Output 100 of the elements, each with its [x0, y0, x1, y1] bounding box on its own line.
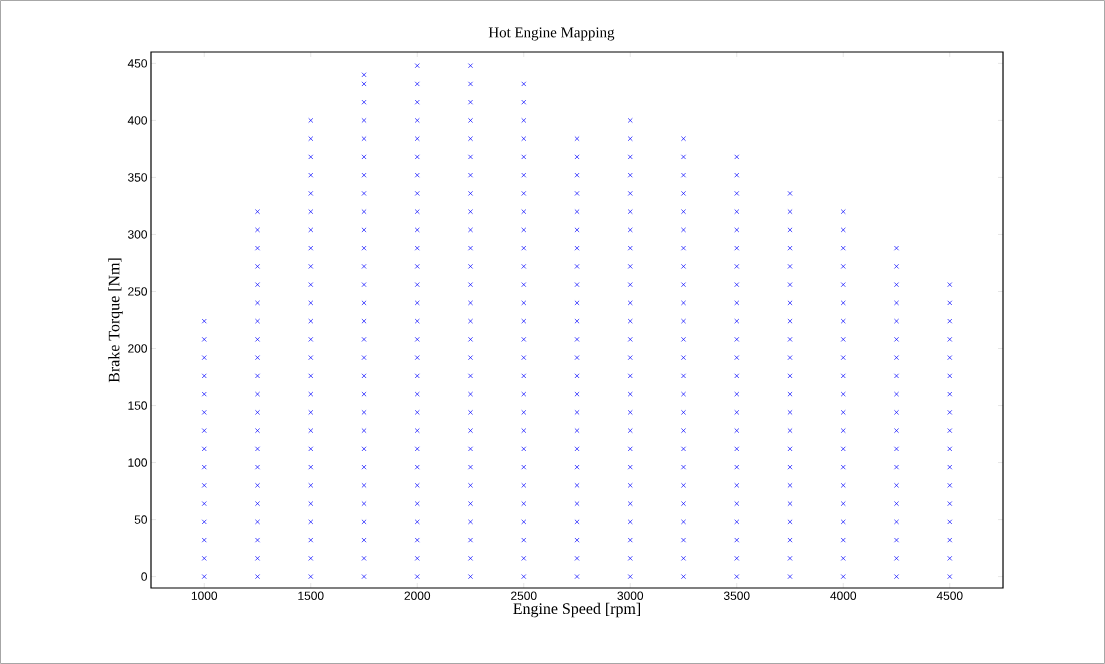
- point: [468, 81, 473, 87]
- point: [894, 519, 899, 525]
- point: [414, 63, 420, 69]
- point: [894, 391, 899, 397]
- point: [521, 172, 527, 178]
- point: [201, 555, 207, 561]
- point: [681, 537, 686, 543]
- point: [361, 136, 367, 142]
- point: [414, 574, 420, 580]
- point: [468, 555, 473, 561]
- point: [308, 245, 314, 251]
- point: [308, 482, 314, 488]
- point: [468, 282, 473, 288]
- point: [521, 263, 527, 269]
- point: [255, 245, 260, 251]
- point: [734, 373, 740, 379]
- point: [308, 282, 314, 288]
- point: [361, 282, 367, 288]
- point: [787, 409, 793, 415]
- point: [787, 519, 793, 525]
- y-tick-label: 50: [134, 515, 148, 524]
- point: [361, 245, 367, 251]
- point: [947, 537, 953, 543]
- point: [468, 63, 473, 69]
- point: [894, 409, 899, 415]
- point: [201, 482, 207, 488]
- point: [681, 464, 686, 470]
- point: [255, 227, 260, 233]
- point: [521, 300, 527, 306]
- point: [627, 117, 633, 123]
- point: [787, 446, 793, 452]
- point: [255, 537, 260, 543]
- point: [574, 464, 580, 470]
- point: [894, 336, 899, 342]
- point: [521, 245, 527, 251]
- point: [947, 446, 953, 452]
- point: [734, 391, 740, 397]
- point: [734, 555, 740, 561]
- point: [255, 209, 260, 215]
- point: [361, 409, 367, 415]
- point: [308, 190, 314, 196]
- point: [734, 537, 740, 543]
- point: [414, 245, 420, 251]
- point: [627, 555, 633, 561]
- point: [308, 172, 314, 178]
- point: [255, 355, 260, 361]
- point: [787, 574, 793, 580]
- point: [681, 227, 686, 233]
- point: [414, 409, 420, 415]
- point: [308, 355, 314, 361]
- point: [468, 300, 473, 306]
- point: [681, 519, 686, 525]
- point: [681, 172, 686, 178]
- point: [574, 555, 580, 561]
- point: [361, 555, 367, 561]
- point: [414, 373, 420, 379]
- point: [308, 336, 314, 342]
- point: [521, 282, 527, 288]
- point: [521, 99, 527, 105]
- point: [627, 318, 633, 324]
- point: [468, 318, 473, 324]
- y-tick-label: 400: [127, 116, 148, 125]
- point: [734, 282, 740, 288]
- point: [521, 482, 527, 488]
- y-tick-label: 100: [128, 458, 148, 467]
- point: [255, 482, 260, 488]
- point: [574, 373, 580, 379]
- point: [734, 574, 740, 580]
- point: [734, 355, 740, 361]
- point: [840, 391, 846, 397]
- point: [361, 172, 367, 178]
- point: [414, 391, 420, 397]
- point: [681, 154, 686, 160]
- point: [521, 555, 527, 561]
- point: [468, 501, 473, 507]
- point: [414, 501, 420, 507]
- point: [947, 574, 953, 580]
- point: [308, 464, 314, 470]
- point: [414, 300, 420, 306]
- point: [894, 464, 899, 470]
- point: [308, 537, 314, 543]
- point: [468, 227, 473, 233]
- point: [574, 190, 580, 196]
- point: [468, 519, 473, 525]
- point: [414, 99, 420, 105]
- point: [627, 263, 633, 269]
- point: [947, 501, 953, 507]
- point: [787, 336, 793, 342]
- point: [734, 318, 740, 324]
- point: [787, 537, 793, 543]
- point: [201, 501, 207, 507]
- point: [894, 373, 899, 379]
- point: [894, 263, 899, 269]
- point: [574, 482, 580, 488]
- point: [255, 428, 260, 434]
- point: [787, 209, 793, 215]
- point: [574, 282, 580, 288]
- point: [787, 428, 793, 434]
- point: [734, 209, 740, 215]
- point: [521, 519, 527, 525]
